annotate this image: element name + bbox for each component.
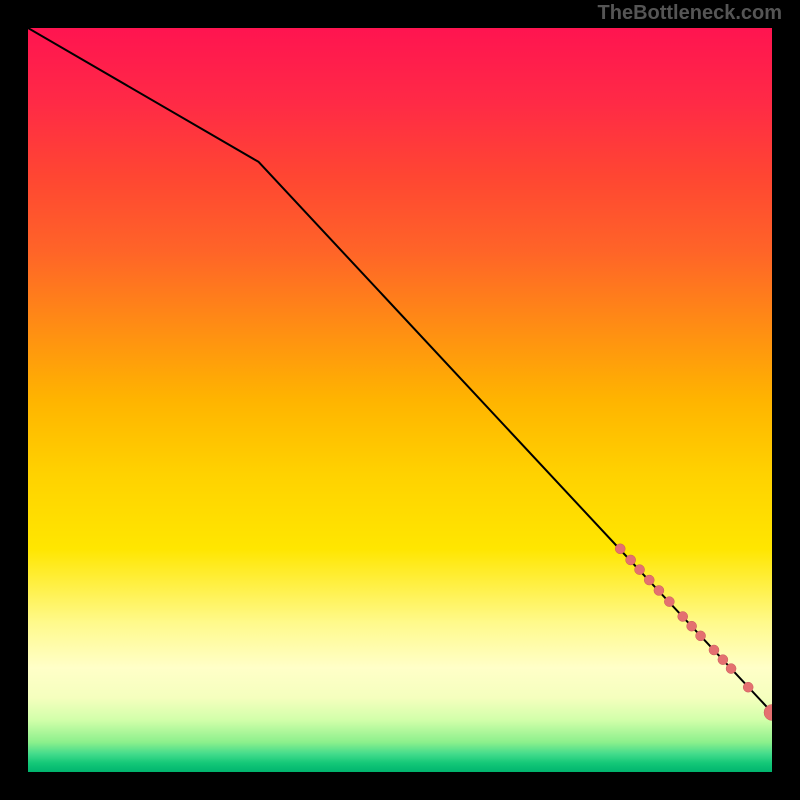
chart-marker — [726, 664, 736, 674]
chart-marker — [654, 585, 664, 595]
chart-marker — [635, 565, 645, 575]
chart-marker — [664, 597, 674, 607]
chart-marker — [764, 704, 772, 720]
chart-marker — [696, 631, 706, 641]
chart-overlay — [28, 28, 772, 772]
chart-marker — [718, 655, 728, 665]
chart-marker — [687, 621, 697, 631]
chart-marker — [644, 575, 654, 585]
chart-marker — [626, 555, 636, 565]
chart-marker — [678, 612, 688, 622]
chart-line — [28, 28, 772, 712]
chart-marker — [743, 682, 753, 692]
chart-marker — [709, 645, 719, 655]
chart-markers-group — [615, 544, 772, 721]
chart-plot-area — [28, 28, 772, 772]
chart-marker — [615, 544, 625, 554]
attribution-text: TheBottleneck.com — [598, 2, 782, 25]
